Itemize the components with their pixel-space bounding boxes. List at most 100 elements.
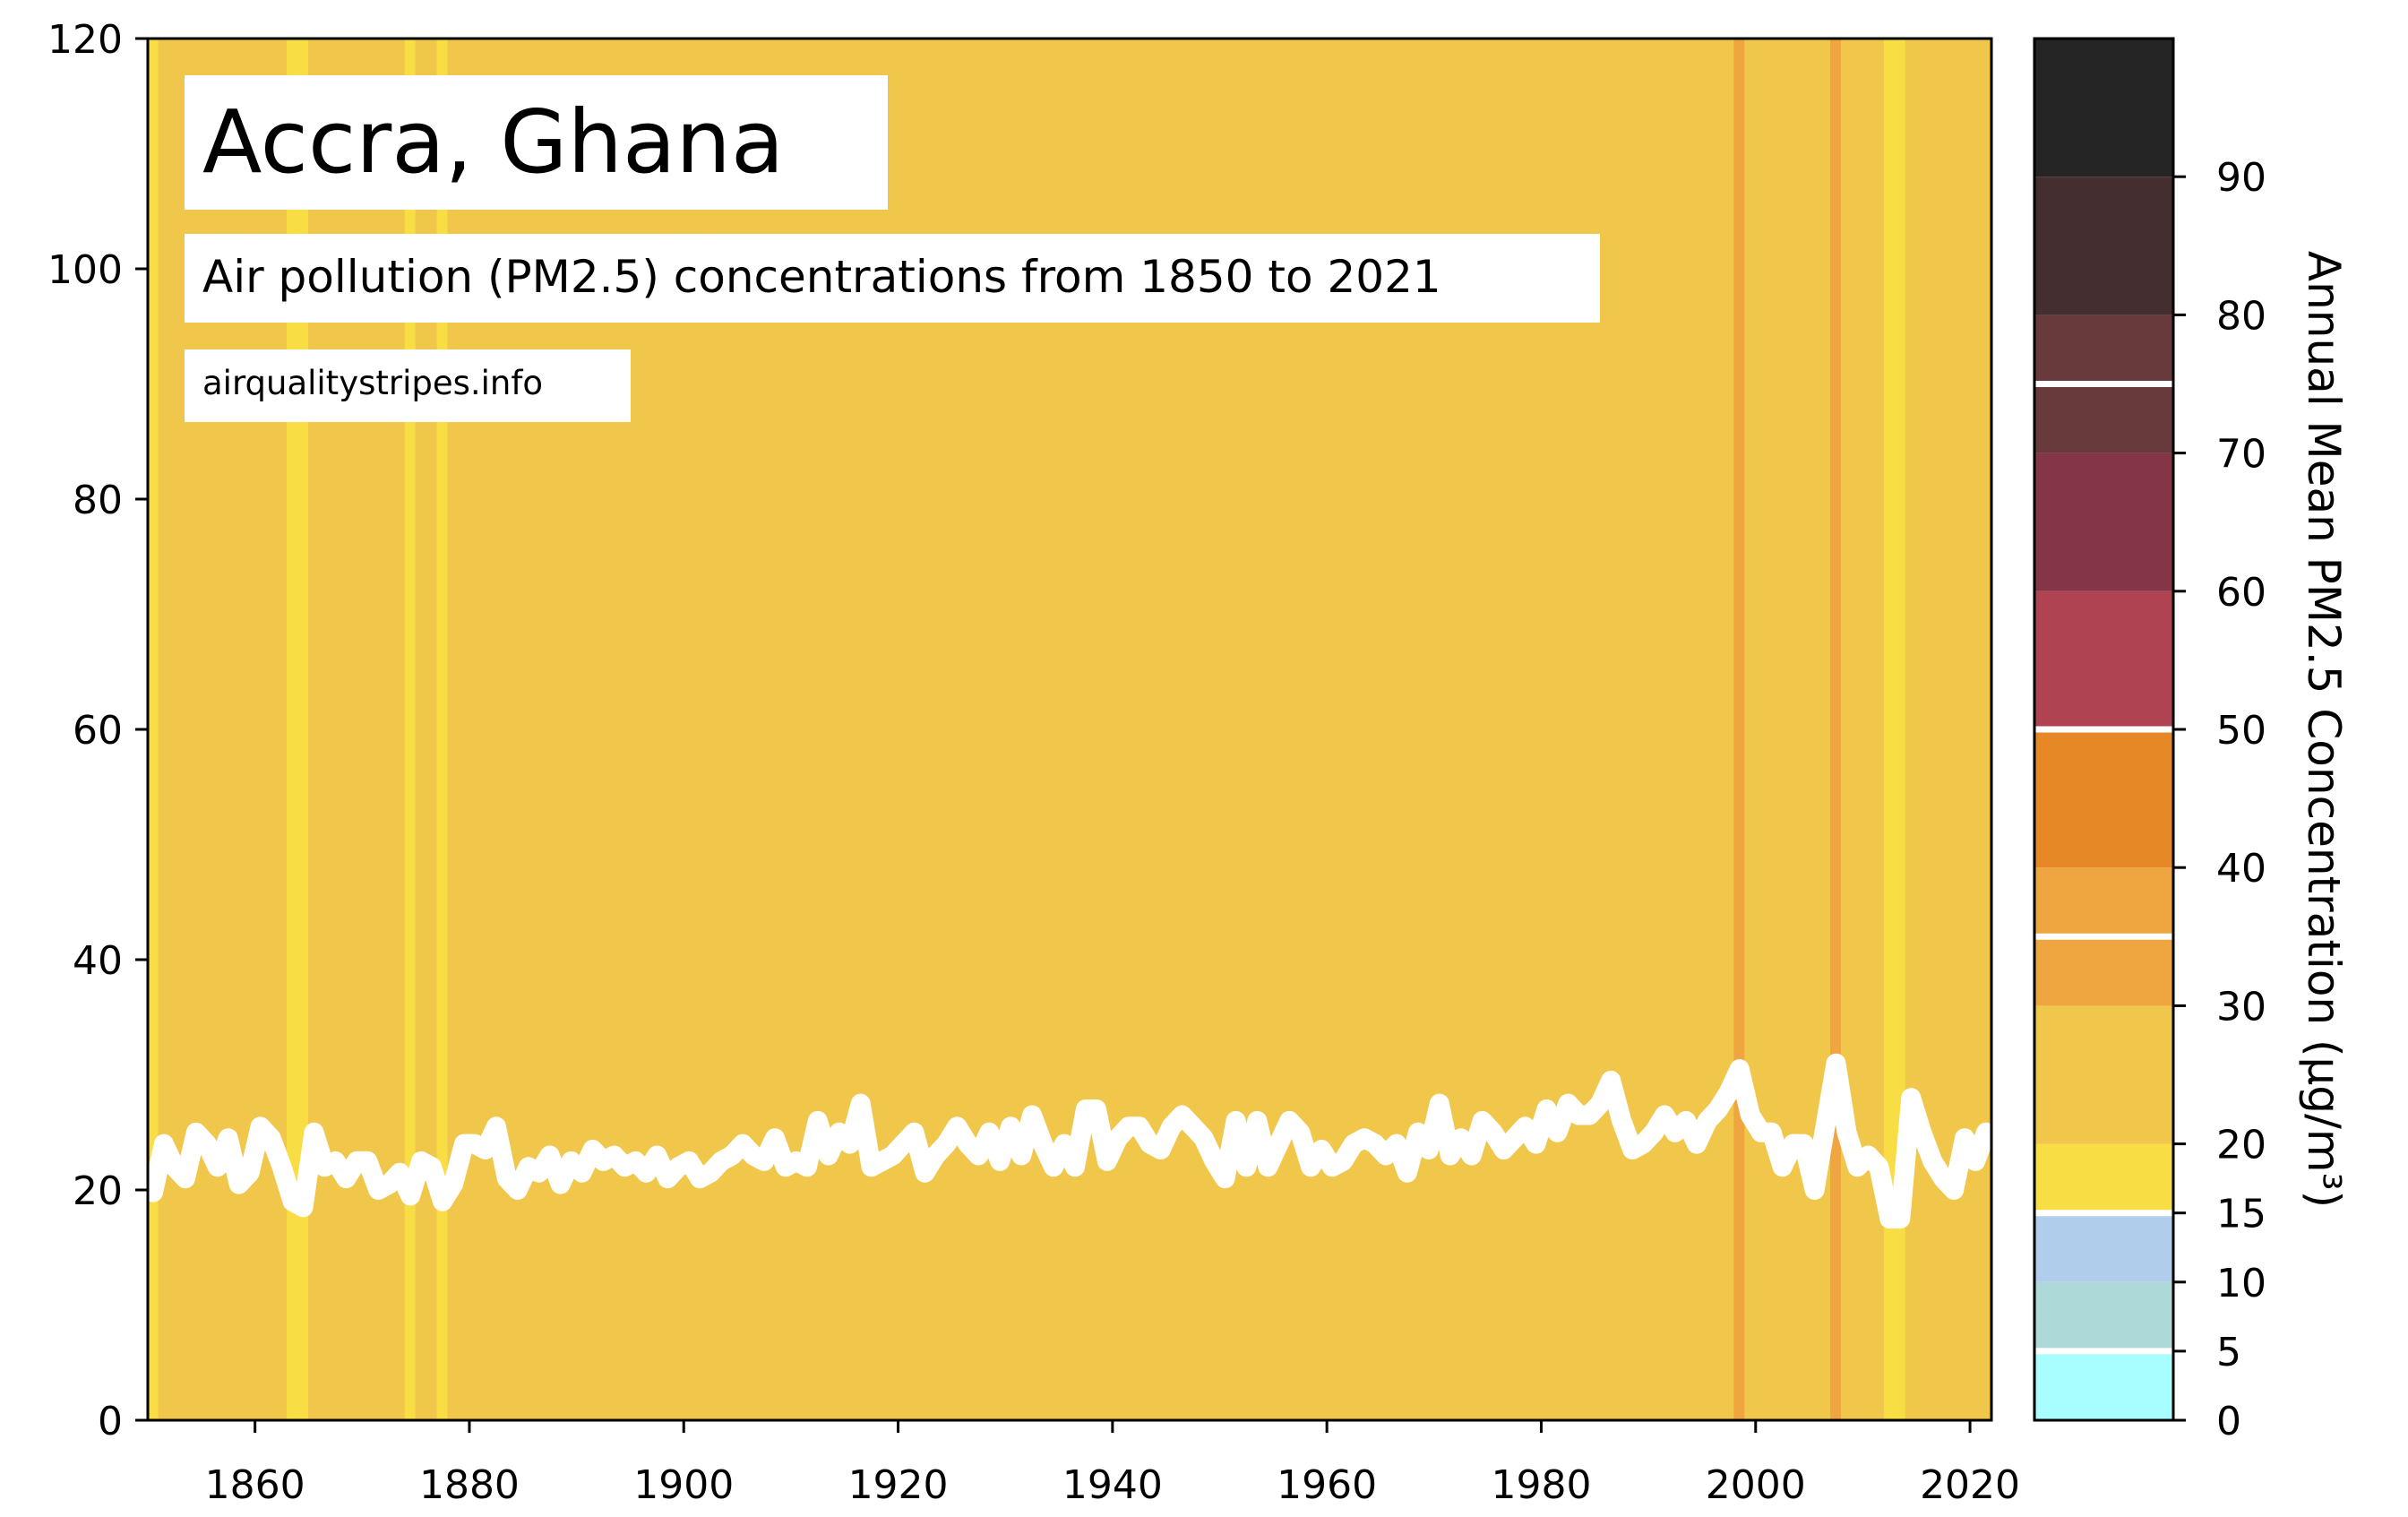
stripe (1208, 39, 1221, 1420)
chart-source: airqualitystripes.info (202, 364, 543, 402)
stripe (929, 39, 942, 1420)
stripe (1187, 39, 1200, 1420)
stripe (148, 39, 159, 1420)
stripe (1444, 39, 1457, 1420)
y-tick-label: 120 (47, 17, 123, 63)
stripe (1412, 39, 1424, 1420)
x-tick-label: 1980 (1491, 1462, 1591, 1508)
stripe (1272, 39, 1285, 1420)
stripe (1155, 39, 1167, 1420)
colorbar-tick-label: 80 (2216, 293, 2266, 339)
stripe (704, 39, 717, 1420)
stripe (972, 39, 985, 1420)
stripe (1572, 39, 1585, 1420)
y-tick-label: 40 (73, 938, 123, 984)
colorbar-bin (2034, 590, 2173, 729)
colorbar-tick-label: 90 (2216, 155, 2266, 201)
stripe (779, 39, 792, 1420)
stripe (1369, 39, 1381, 1420)
title-box (185, 75, 888, 210)
stripe (1498, 39, 1510, 1420)
colorbar-bin (2034, 1212, 2173, 1282)
stripe (1122, 39, 1135, 1420)
stripe (1433, 39, 1446, 1420)
pm25-series-line (148, 1053, 1991, 1229)
stripe (672, 39, 684, 1420)
stripe (1090, 39, 1103, 1420)
stripe (1026, 39, 1038, 1420)
stripe (1476, 39, 1489, 1420)
colorbar-bin (2034, 39, 2173, 177)
stripe (1604, 39, 1617, 1420)
stripe (1004, 39, 1017, 1420)
stripe (1937, 39, 1949, 1420)
stripe (1455, 39, 1467, 1420)
stripe (1219, 39, 1231, 1420)
colorbar-bin (2034, 453, 2173, 591)
x-axis: 1860 1880 1900 1920 1940 1960 1980 2000 2020 (205, 1420, 2020, 1508)
stripe (1766, 39, 1778, 1420)
stripe (158, 39, 170, 1420)
x-tick-label: 1900 (633, 1462, 734, 1508)
stripe (1905, 39, 1917, 1420)
stripe (747, 39, 760, 1420)
stripe (1036, 39, 1049, 1420)
x-tick-label: 2000 (1706, 1462, 1806, 1508)
stripe (1840, 39, 1853, 1420)
stripe (693, 39, 706, 1420)
stripe (1380, 39, 1392, 1420)
stripe (769, 39, 781, 1420)
stripe (1583, 39, 1595, 1420)
stripe (1894, 39, 1906, 1420)
stripe (865, 39, 878, 1420)
stripe (887, 39, 899, 1420)
source-box (185, 349, 631, 422)
stripe (1423, 39, 1435, 1420)
colorbar-tick-label: 60 (2216, 570, 2266, 616)
stripe (1669, 39, 1681, 1420)
colorbar-tick-label: 15 (2216, 1192, 2266, 1237)
colorbar-bin (2034, 1005, 2173, 1144)
stripe (1701, 39, 1714, 1420)
colorbar-bin (2034, 1143, 2173, 1213)
x-tick-label: 1960 (1277, 1462, 1377, 1508)
stripe (726, 39, 738, 1420)
stripe (1401, 39, 1414, 1420)
colorbar-label: Annual Mean PM2.5 Concentration (μg/m³) (2298, 251, 2350, 1208)
stripe (1390, 39, 1403, 1420)
y-tick-label: 20 (73, 1168, 123, 1214)
stripe (1872, 39, 1885, 1420)
stripe (833, 39, 846, 1420)
stripe (1058, 39, 1071, 1420)
stripe (801, 39, 813, 1420)
stripe (844, 39, 856, 1420)
stripe (1926, 39, 1939, 1420)
stripe (1047, 39, 1060, 1420)
x-tick-label: 1940 (1062, 1462, 1163, 1508)
subtitle-box (185, 234, 1600, 323)
stripe (1637, 39, 1649, 1420)
stripe (1712, 39, 1724, 1420)
stripe (1733, 39, 1746, 1420)
stripe (993, 39, 1006, 1420)
stripe (1358, 39, 1371, 1420)
y-axis: 0 20 40 60 80 100 120 (47, 17, 148, 1444)
stripe (918, 39, 931, 1420)
stripe (1487, 39, 1500, 1420)
stripe (1176, 39, 1189, 1420)
stripe (1530, 39, 1542, 1420)
stripe (1101, 39, 1114, 1420)
stripe (1251, 39, 1263, 1420)
colorbar-bin (2034, 1350, 2173, 1420)
stripe (1561, 39, 1574, 1420)
stripe (1958, 39, 1971, 1420)
stripe (1315, 39, 1328, 1420)
stripe (1551, 39, 1563, 1420)
stripe (1015, 39, 1028, 1420)
stripe (908, 39, 920, 1420)
stripe (650, 39, 663, 1420)
stripe (983, 39, 995, 1420)
x-tick-label: 1860 (205, 1462, 305, 1508)
stripe (822, 39, 835, 1420)
